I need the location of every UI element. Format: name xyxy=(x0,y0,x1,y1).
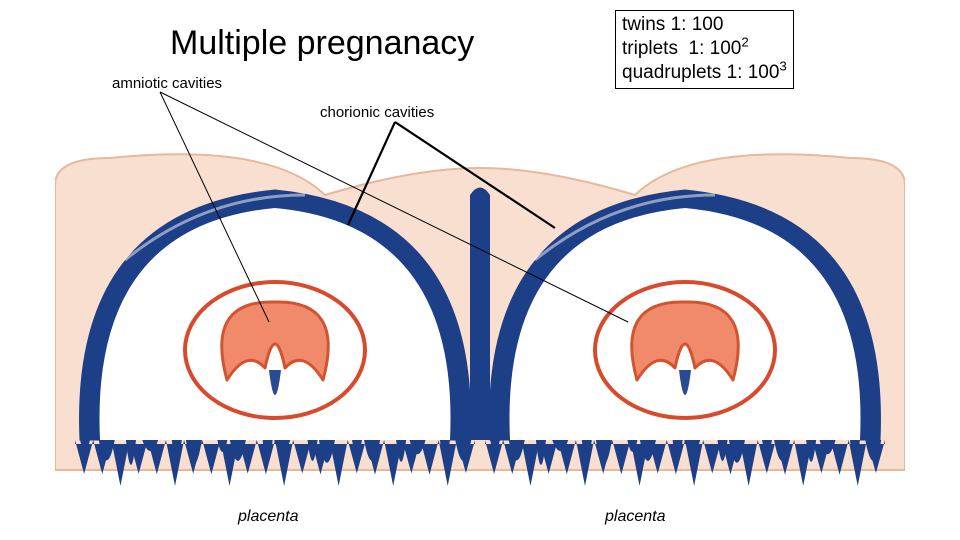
placenta-label-right: placenta xyxy=(605,508,666,526)
label-amniotic-cavities: amniotic cavities xyxy=(112,75,222,92)
stats-row-quadruplets: quadruplets 1: 1003 xyxy=(622,61,787,85)
stats-ratio: 1: 100 xyxy=(689,38,742,59)
stats-label: triplets xyxy=(622,38,678,59)
twin-pregnancy-diagram xyxy=(55,140,905,510)
stats-exp: 2 xyxy=(741,34,748,49)
frequency-stats-box: twins 1: 100 triplets 1: 1002 quadruplet… xyxy=(615,10,794,89)
label-chorionic-cavities: chorionic cavities xyxy=(320,104,434,121)
page-title: Multiple pregnanacy xyxy=(170,24,474,63)
stats-ratio: 1: 100 xyxy=(727,62,780,83)
stats-ratio: 1: 100 xyxy=(671,14,724,35)
stats-row-triplets: triplets 1: 1002 xyxy=(622,37,787,61)
stats-exp: 3 xyxy=(779,58,786,73)
stats-row-twins: twins 1: 100 xyxy=(622,13,787,37)
stats-label: quadruplets xyxy=(622,62,721,83)
placenta-label-left: placenta xyxy=(238,508,299,526)
stats-label: twins xyxy=(622,14,665,35)
